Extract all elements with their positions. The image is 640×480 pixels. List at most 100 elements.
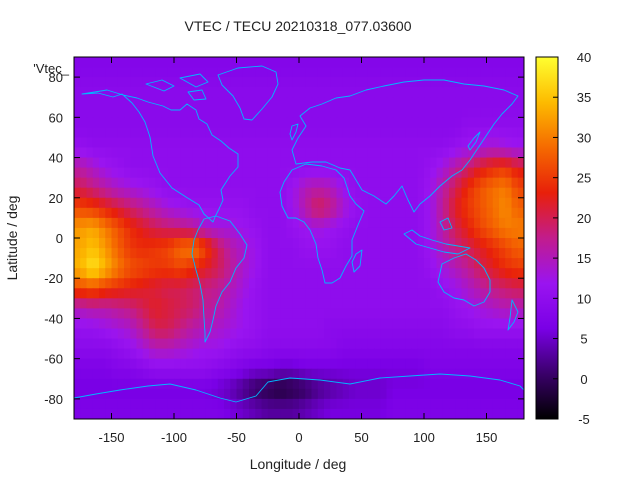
heatmap-cell — [99, 258, 106, 269]
heatmap-cell — [411, 378, 419, 390]
heatmap-cell — [424, 298, 431, 309]
heatmap-cell — [399, 177, 406, 189]
heatmap-cell — [455, 97, 463, 108]
heatmap-cell — [267, 67, 275, 78]
heatmap-cell — [230, 137, 238, 149]
heatmap-cell — [286, 398, 294, 410]
heatmap-cell — [136, 117, 144, 128]
heatmap-cell — [249, 358, 256, 370]
heatmap-cell — [136, 388, 144, 400]
heatmap-cell — [274, 358, 281, 370]
heatmap-cell — [361, 127, 369, 139]
heatmap-cell — [367, 358, 375, 370]
heatmap-cell — [367, 338, 375, 350]
heatmap-cell — [99, 338, 106, 350]
heatmap-cell — [349, 338, 356, 350]
heatmap-cell — [124, 258, 131, 269]
heatmap-cell — [517, 57, 524, 68]
heatmap-cell — [99, 238, 106, 249]
heatmap-cell — [336, 227, 344, 239]
heatmap-cell — [380, 238, 388, 249]
heatmap-cell — [311, 408, 319, 419]
heatmap-cell — [286, 137, 294, 149]
heatmap-cell — [455, 408, 463, 419]
heatmap-cell — [142, 408, 150, 419]
heatmap-cell — [380, 288, 388, 299]
heatmap-cell — [299, 268, 306, 279]
heatmap-cell — [155, 57, 163, 68]
heatmap-cell — [342, 298, 350, 309]
heatmap-cell — [149, 408, 156, 419]
heatmap-cell — [449, 77, 456, 88]
colorbar-tick-label: 20 — [577, 211, 591, 226]
heatmap-cell — [92, 288, 100, 299]
heatmap-cell — [499, 157, 506, 169]
heatmap-cell — [461, 197, 469, 209]
heatmap-cell — [86, 288, 94, 299]
heatmap-cell — [211, 57, 219, 68]
heatmap-cell — [299, 308, 306, 320]
heatmap-cell — [86, 127, 94, 139]
heatmap-cell — [342, 368, 350, 380]
heatmap-cell — [161, 67, 169, 78]
heatmap-cell — [386, 348, 394, 360]
x-axis-ticks: -150 -100 -50 0 50 100 150 — [98, 57, 497, 445]
heatmap-cell — [305, 278, 313, 289]
heatmap-cell — [230, 278, 238, 289]
heatmap-cell — [174, 268, 181, 279]
heatmap-cell — [355, 398, 363, 410]
heatmap-cell — [455, 278, 463, 289]
heatmap-cell — [386, 398, 394, 410]
heatmap-cell — [124, 308, 131, 320]
heatmap-cell — [517, 298, 524, 309]
heatmap-cell — [355, 258, 363, 269]
heatmap-cell — [486, 268, 494, 279]
heatmap-cell — [174, 378, 181, 390]
heatmap-cell — [517, 77, 524, 88]
heatmap-cell — [511, 217, 519, 229]
heatmap-cell — [92, 107, 100, 118]
heatmap-cell — [492, 217, 500, 229]
heatmap-cell — [199, 358, 206, 370]
heatmap-cell — [261, 368, 269, 380]
heatmap-cell — [161, 348, 169, 360]
heatmap-cell — [411, 308, 419, 320]
heatmap-cell — [174, 248, 181, 259]
heatmap-cell — [317, 97, 325, 108]
heatmap-cell — [386, 288, 394, 299]
heatmap-cell — [349, 298, 356, 309]
heatmap-cell — [386, 238, 394, 249]
heatmap-cell — [474, 207, 481, 219]
heatmap-cell — [117, 127, 125, 139]
heatmap-cell — [442, 328, 450, 340]
heatmap-cell — [186, 408, 194, 419]
heatmap-cell — [486, 197, 494, 209]
heatmap-cell — [411, 77, 419, 88]
heatmap-cell — [167, 217, 175, 229]
heatmap-cell — [167, 177, 175, 189]
heatmap-cell — [205, 57, 213, 68]
heatmap-cell — [92, 238, 100, 249]
heatmap-cell — [199, 117, 206, 128]
heatmap-cell — [380, 137, 388, 149]
heatmap-cell — [267, 217, 275, 229]
heatmap-cell — [492, 388, 500, 400]
heatmap-cell — [174, 117, 181, 128]
heatmap-cell — [317, 77, 325, 88]
heatmap-cell — [192, 177, 200, 189]
heatmap-cell — [136, 217, 144, 229]
heatmap-cell — [242, 77, 250, 88]
heatmap-cell — [505, 368, 513, 380]
heatmap-cell — [361, 278, 369, 289]
heatmap-cell — [517, 368, 524, 380]
heatmap-cell — [130, 87, 138, 98]
heatmap-cell — [267, 368, 275, 380]
heatmap-cell — [399, 248, 406, 259]
heatmap-cell — [411, 368, 419, 380]
heatmap-cell — [161, 167, 169, 179]
heatmap-cell — [86, 398, 94, 410]
heatmap-cell — [130, 358, 138, 370]
heatmap-cell — [311, 348, 319, 360]
heatmap-cell — [167, 187, 175, 199]
heatmap-cell — [330, 167, 338, 179]
